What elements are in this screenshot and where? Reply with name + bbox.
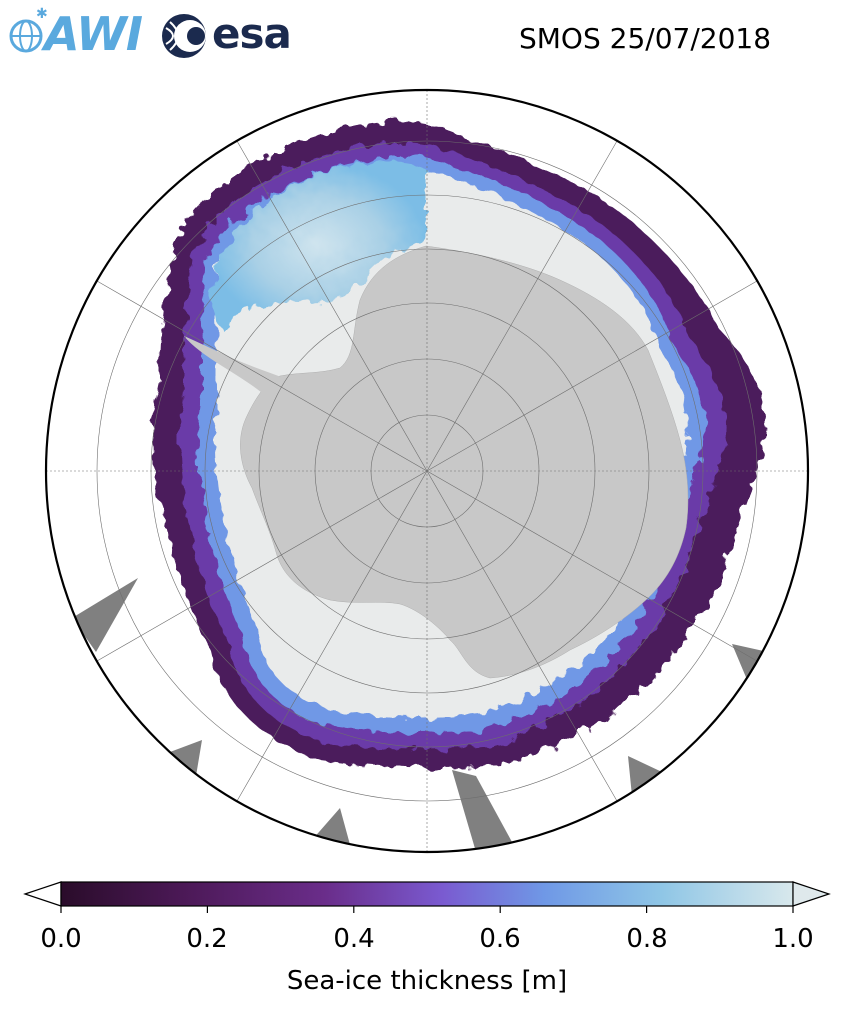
no-data-patch <box>170 740 202 776</box>
no-data-patch <box>732 644 768 682</box>
awi-logo: AWI <box>44 7 143 61</box>
colorbar-label: Sea-ice thickness [m] <box>286 966 568 996</box>
antarctic-peninsula <box>184 336 284 396</box>
graticule <box>46 90 808 852</box>
svg-text:✱: ✱ <box>36 6 48 22</box>
colorbar-gradient <box>60 881 794 907</box>
esa-logo: esa <box>212 9 292 58</box>
sea-ice-map <box>44 88 810 854</box>
antarctica-land <box>240 245 689 679</box>
colorbar-tick-label: 0.2 <box>186 924 228 954</box>
logo-bar: ✱ AWI esa <box>0 0 320 70</box>
colorbar-max-extend <box>792 881 831 907</box>
colorbar-ticks <box>60 906 794 913</box>
colorbar-tick-label: 1.0 <box>772 924 814 954</box>
no-data-patch <box>628 756 662 796</box>
colorbar-tick-label: 0.8 <box>626 924 668 954</box>
no-data-patch <box>452 770 512 852</box>
awi-logo-icon: ✱ <box>9 6 48 53</box>
colorbar-tick-label: 0.0 <box>40 924 82 954</box>
colorbar-tick-label: 0.4 <box>333 924 375 954</box>
colorbar-tick-label: 0.6 <box>479 924 521 954</box>
page-title: SMOS 25/07/2018 <box>519 22 772 55</box>
esa-logo-icon <box>162 14 206 58</box>
colorbar-min-extend <box>23 881 62 907</box>
weddell-thick-ice <box>210 161 426 330</box>
map-boundary <box>44 88 810 854</box>
